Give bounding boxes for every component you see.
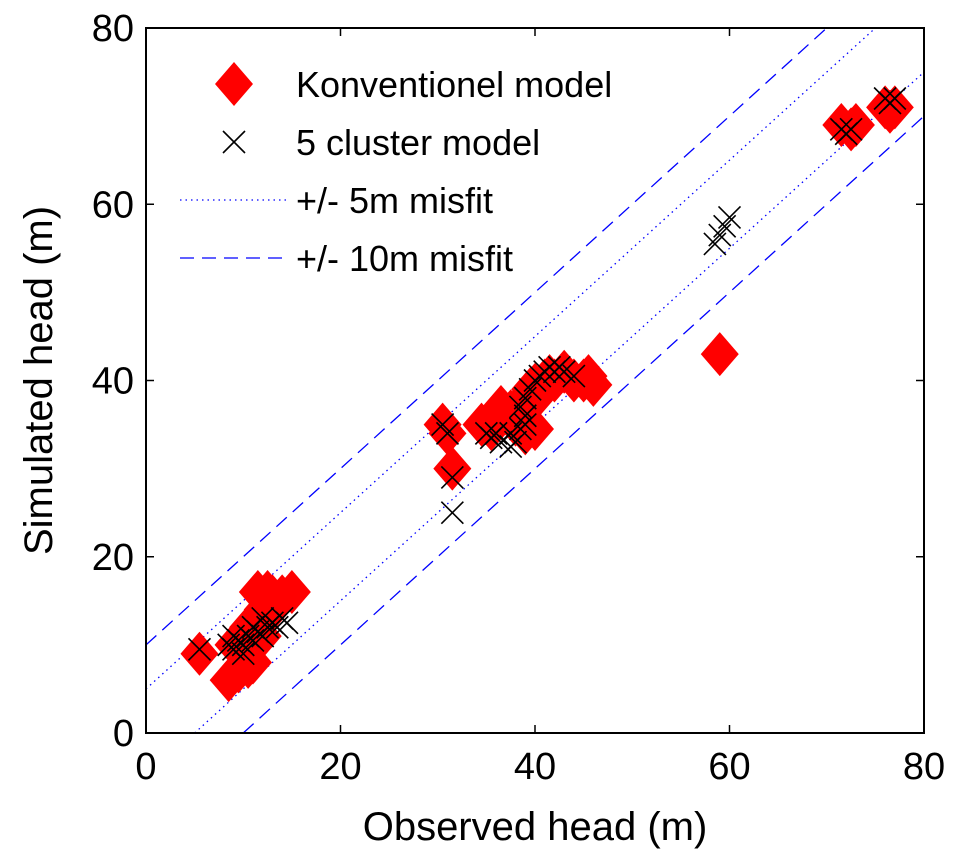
konventionel-point [700,332,739,377]
cluster-point [562,364,586,388]
legend-x-icon [222,130,246,154]
misfit-lines [146,28,924,733]
misfit-10m-line-1 [146,28,828,646]
legend-entry-label: +/- 5m misfit [296,180,493,221]
misfit-5m-line-2 [194,71,924,733]
konventionel-point [180,631,219,676]
cluster-point [221,624,246,648]
legend-entry-label: +/- 10m misfit [296,238,513,279]
cluster-point [187,637,212,661]
y-tick-label: 40 [92,361,134,403]
x-tick-label: 40 [514,746,556,788]
y-tick-label: 60 [92,184,134,226]
cluster-point [499,435,523,459]
cluster-point [251,606,275,631]
cluster-point [513,412,537,437]
cluster-point [435,421,460,445]
cluster-point [440,465,464,490]
misfit-5m-line-1 [146,28,876,690]
legend-entry-label: 5 cluster model [296,122,540,163]
x-tick-label: 0 [135,746,156,788]
konventionel-point [574,362,613,407]
cluster-point [717,205,742,230]
y-tick-label: 0 [113,713,134,755]
legend: Konventionel model 5 cluster model +/- 5m … [180,62,612,279]
x-axis-label: Observed head (m) [363,805,708,849]
legend-entry-label: Konventionel model [296,64,612,105]
x-tick-label: 20 [319,746,361,788]
legend-diamond-icon [215,62,253,106]
x-tick-label: 60 [708,746,750,788]
data-points [180,85,914,703]
cluster-point [839,117,863,141]
cluster-point [231,642,255,666]
cluster-point [275,611,299,635]
cluster-point [513,404,537,428]
y-tick-label: 20 [92,537,134,579]
cluster-point [883,86,907,111]
y-axis-label: Simulated head (m) [17,206,61,555]
y-tick-label: 80 [92,8,134,50]
konventionel-point [433,446,472,491]
axis-ticks: 0 20 40 60 80 0 20 40 60 80 [92,8,945,788]
konventionel-point [516,406,554,451]
x-tick-label: 80 [903,746,945,788]
cluster-point [440,501,464,525]
